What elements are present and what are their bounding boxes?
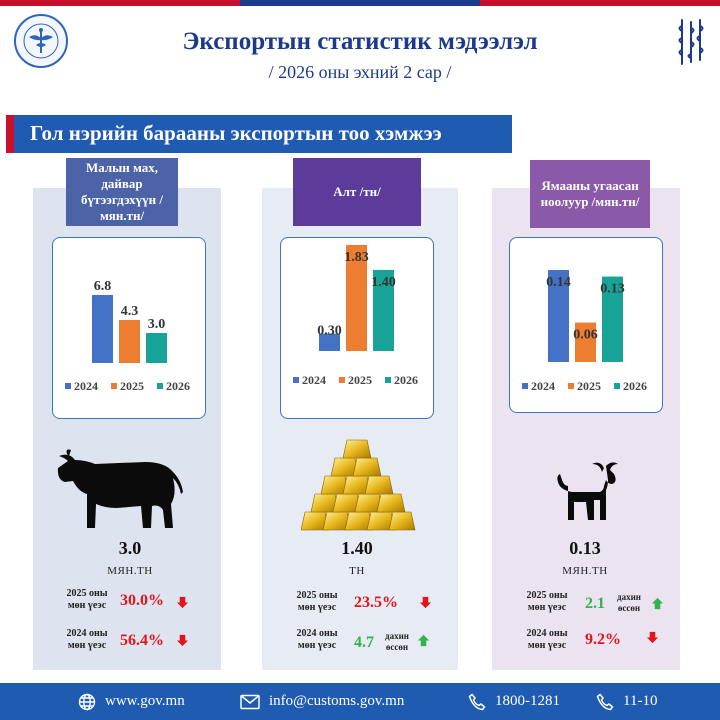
legend-label: 2025 (120, 379, 144, 393)
arrow-up-icon (651, 597, 664, 610)
mongolian-script-icon (678, 19, 704, 65)
footer-email[interactable]: info@customs.gov.mn (240, 683, 404, 720)
legend-swatch (339, 377, 345, 383)
mail-icon (240, 694, 260, 709)
legend-swatch (111, 383, 117, 389)
cmp-label: 2025 оны мөн үеэс (66, 588, 108, 611)
value-gold: 1.40 (341, 538, 373, 558)
banner-text: Гол нэрийн барааны экспортын тоо хэмжээ (30, 121, 442, 145)
unit-cashmere: МЯН.ТН (562, 565, 608, 577)
footer-bar: www.gov.mn info@customs.gov.mn 1800-1281… (0, 683, 720, 720)
bar-label: 3.0 (148, 317, 166, 332)
legend-swatch (522, 383, 528, 389)
arrow-down-icon (419, 596, 432, 609)
cmp-label: 2024 оны мөн үеэс (526, 628, 568, 651)
legend-swatch (614, 383, 620, 389)
category-cashmere: Ямааны угаасан ноолуур /мян.тн/ (530, 160, 650, 228)
legend-swatch (385, 377, 391, 383)
footer-website[interactable]: www.gov.mn (78, 683, 185, 720)
arrow-up-icon (417, 634, 430, 647)
cmp-label: 2024 оны мөн үеэс (296, 628, 338, 651)
bar-label: 4.3 (121, 304, 139, 319)
bar-2024 (92, 295, 113, 363)
footer-hotline[interactable]: 11-10 (596, 683, 657, 720)
unit-gold: ТН (349, 565, 365, 577)
bar-2024 (319, 333, 340, 351)
customs-logo (14, 14, 68, 68)
cmp-value: 9.2% (585, 631, 621, 648)
chart-cashmere: 0.14 0.06 0.13 2024 2025 2026 (509, 237, 663, 413)
goat-icon (557, 462, 618, 520)
bar-label: 1.83 (344, 250, 369, 265)
bar-label: 0.06 (573, 328, 598, 343)
chart-cashmere-svg: 0.14 0.06 0.13 2024 2025 2026 (522, 270, 647, 393)
cmp-label: 2025 оны мөн үеэс (296, 590, 338, 613)
footer-phone[interactable]: 1800-1281 (468, 683, 560, 720)
arrow-down-icon (176, 596, 189, 609)
top-color-bar (0, 0, 720, 6)
cmp-value: 4.7 (354, 634, 374, 651)
bar-2026 (602, 276, 623, 362)
legend-label: 2024 (302, 373, 326, 387)
bar-2026 (373, 269, 394, 351)
cmp-value: 56.4% (120, 632, 164, 649)
bar-label: 0.30 (317, 324, 342, 339)
phone-icon (596, 692, 614, 710)
chart-gold-svg: 0.30 1.831.40 2024 2025 2026 (293, 245, 418, 387)
cmp-label: 2024 оны мөн үеэс (66, 628, 108, 651)
bar-2024 (548, 270, 569, 362)
bar-label: 0.14 (546, 275, 571, 290)
legend-swatch (293, 377, 299, 383)
legend-label: 2026 (623, 379, 647, 393)
legend-swatch (65, 383, 71, 389)
bar-2025 (346, 245, 367, 351)
legend-label: 2026 (394, 373, 418, 387)
page-title: Экспортын статистик мэдээлэл (182, 28, 538, 55)
bar-label: 6.8 (94, 279, 112, 294)
chart-gold: 0.30 1.83 1.40 2024 2025 2026 (280, 237, 434, 419)
cow-icon (57, 449, 184, 528)
bar-2025 (119, 320, 140, 363)
bar-2025 (575, 322, 596, 362)
bar-2026 (146, 333, 167, 363)
gold-bars-icon (301, 439, 416, 531)
legend-label: 2025 (577, 379, 601, 393)
category-meat: Малын мах, дайвар бүтээгдэхүүн /мян.тн/ (66, 158, 178, 226)
arrow-down-icon (176, 634, 189, 647)
bar-label: 1.40 (371, 275, 396, 290)
legend-label: 2026 (166, 379, 190, 393)
chart-meat-svg: 6.8 4.3 3.0 2024 2025 2026 (65, 279, 190, 393)
arrow-down-icon (646, 631, 659, 644)
cmp-value: 23.5% (354, 594, 398, 611)
bar-label: 0.13 (600, 282, 625, 297)
value-meat: 3.0 (118, 538, 142, 558)
value-cashmere: 0.13 (569, 538, 601, 558)
page-subtitle: / 2026 оны эхний 2 сар / (268, 62, 452, 82)
cmp-value: 30.0% (120, 592, 164, 609)
globe-icon (78, 693, 96, 710)
legend-swatch (568, 383, 574, 389)
legend-label: 2024 (531, 379, 555, 393)
unit-meat: МЯН.ТН (107, 565, 153, 577)
legend-label: 2025 (348, 373, 372, 387)
cmp-label: 2025 оны мөн үеэс (526, 590, 568, 613)
phone-icon (468, 692, 486, 710)
cmp-note: дахин өссөн (385, 631, 409, 652)
cmp-note: дахин өссөн (617, 592, 641, 613)
category-gold: Алт /тн/ (293, 158, 421, 226)
chart-meat: 6.8 4.3 3.0 2024 2025 2026 (52, 237, 206, 419)
cmp-value: 2.1 (585, 595, 605, 612)
section-banner: Гол нэрийн барааны экспортын тоо хэмжээ (6, 115, 512, 153)
legend-swatch (157, 383, 163, 389)
legend-label: 2024 (74, 379, 98, 393)
